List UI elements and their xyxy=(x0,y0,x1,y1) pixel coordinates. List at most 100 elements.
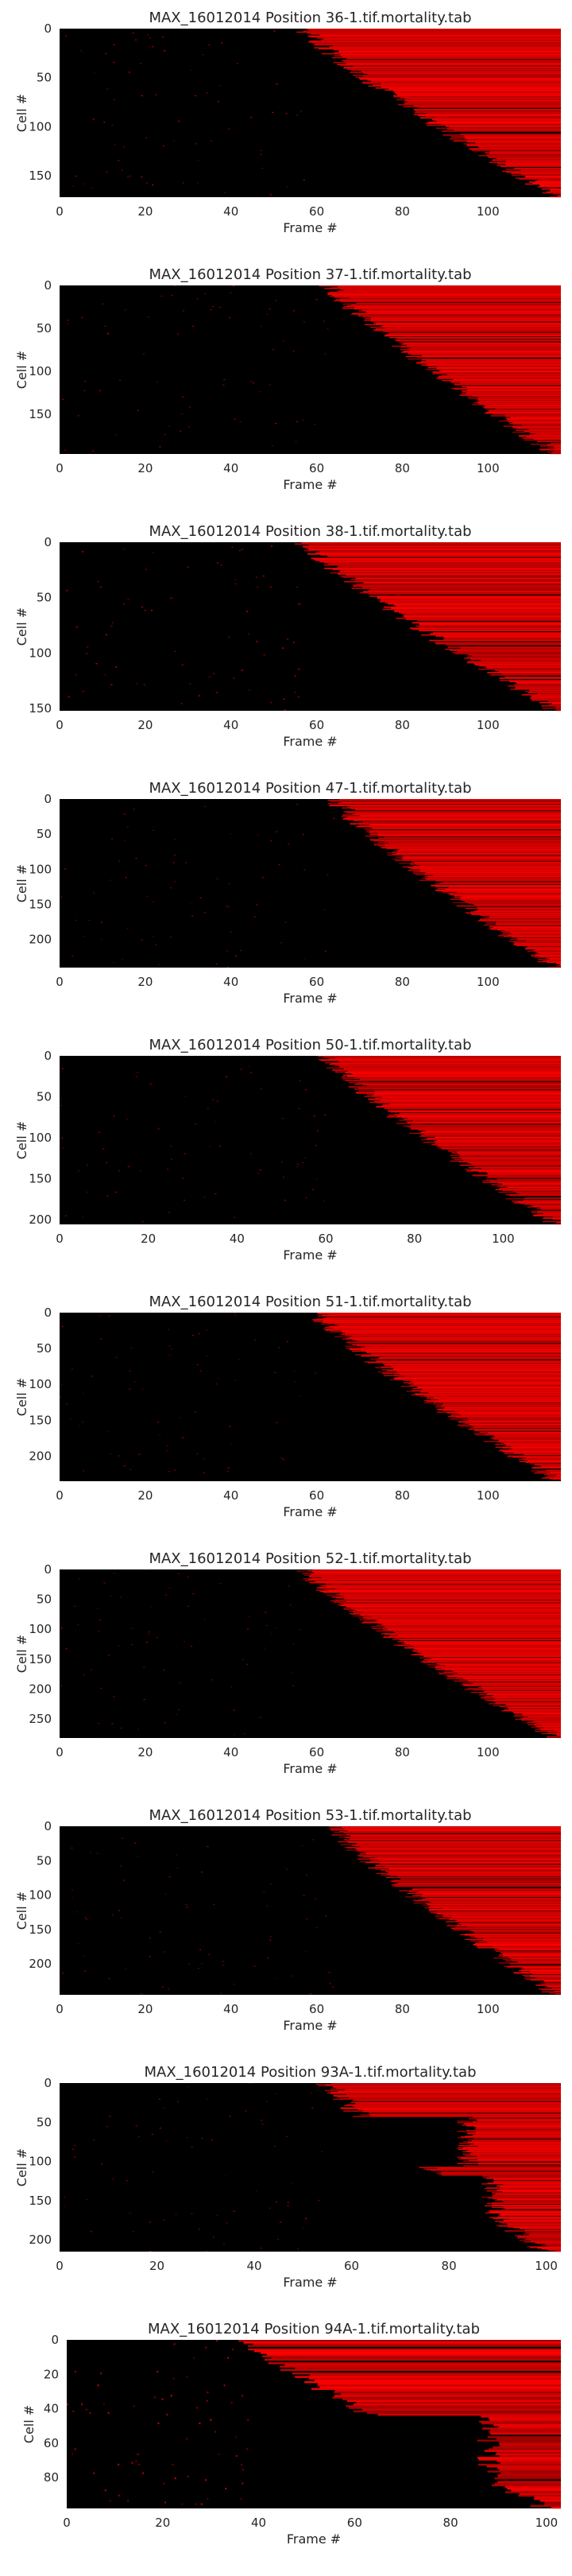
cell-death-row xyxy=(487,1176,561,1177)
cell-death-row xyxy=(421,1139,561,1141)
cell-death-row xyxy=(498,1955,561,1957)
cell-death-row xyxy=(457,1919,561,1921)
noise-pixel xyxy=(205,2479,207,2481)
cell-death-row xyxy=(418,107,561,109)
cell-death-row xyxy=(413,865,561,867)
x-tick-label: 100 xyxy=(477,1745,500,1759)
cell-death-row xyxy=(443,134,561,136)
noise-pixel xyxy=(228,128,230,130)
cell-death-row xyxy=(369,824,561,825)
cell-death-row xyxy=(342,1077,561,1080)
cell-death-row xyxy=(556,962,561,964)
x-tick-label: 80 xyxy=(407,1232,422,1246)
noise-pixel xyxy=(220,1992,222,1994)
noise-pixel xyxy=(64,35,67,37)
cell-death-row xyxy=(310,36,561,38)
cell-death-row xyxy=(419,630,561,631)
noise-pixel xyxy=(60,1098,62,1100)
noise-pixel xyxy=(282,1459,284,1461)
chart-title: MAX_16012014 Position 51-1.tif.mortality… xyxy=(149,1294,471,1310)
cell-death-row xyxy=(479,1431,561,1433)
cell-death-row xyxy=(411,1384,561,1386)
cell-death-row xyxy=(549,1992,561,1994)
cell-death-row xyxy=(386,848,561,850)
cell-death-row xyxy=(421,1135,561,1137)
noise-pixel xyxy=(111,1723,114,1724)
cell-death-row xyxy=(531,1470,561,1472)
cell-death-row xyxy=(500,931,561,933)
cell-death-row xyxy=(477,907,561,909)
cell-death-row xyxy=(493,1705,561,1706)
noise-pixel xyxy=(119,379,122,382)
noise-pixel xyxy=(64,449,67,451)
cell-death-row xyxy=(441,2171,561,2173)
cell-death-row xyxy=(511,1445,561,1447)
cell-death-row xyxy=(495,1189,561,1191)
cell-death-row xyxy=(525,690,561,692)
y-tick-label: 100 xyxy=(29,119,52,134)
cell-death-row xyxy=(439,1663,561,1665)
noise-pixel xyxy=(62,398,64,400)
cell-death-row xyxy=(324,288,561,289)
cell-death-row xyxy=(472,395,561,397)
cell-death-row xyxy=(490,2429,561,2431)
cell-death-row xyxy=(394,1114,561,1115)
noise-pixel xyxy=(87,646,89,648)
cell-death-row xyxy=(334,1324,561,1325)
x-axis-label: Frame # xyxy=(287,2531,341,2547)
cell-death-row xyxy=(435,1915,561,1917)
cell-death-row xyxy=(467,656,561,658)
cell-death-row xyxy=(397,1645,561,1647)
cell-death-row xyxy=(547,700,561,703)
cell-death-row xyxy=(361,81,561,83)
cell-death-row xyxy=(540,1208,561,1210)
cell-death-row xyxy=(243,2341,561,2344)
cell-death-row xyxy=(495,1444,561,1445)
cell-death-row xyxy=(413,109,561,111)
cell-death-row xyxy=(524,1978,561,1980)
cell-death-row xyxy=(531,1721,561,1722)
cell-death-row xyxy=(302,1573,561,1574)
noise-pixel xyxy=(111,124,114,126)
cell-death-row xyxy=(504,1452,561,1453)
noise-pixel xyxy=(80,50,83,52)
noise-pixel xyxy=(107,332,110,334)
cell-death-row xyxy=(477,2439,561,2442)
cell-death-row xyxy=(453,140,561,142)
noise-pixel xyxy=(81,2403,83,2406)
noise-pixel xyxy=(168,425,170,427)
cell-death-row xyxy=(338,1065,561,1067)
cell-death-row xyxy=(392,1886,561,1887)
noise-pixel xyxy=(60,1627,63,1628)
cell-death-row xyxy=(377,1371,561,1373)
cell-death-row xyxy=(318,1056,561,1057)
cell-death-row xyxy=(450,894,561,896)
cell-death-row xyxy=(512,431,561,433)
cell-death-row xyxy=(422,359,561,361)
cell-death-row xyxy=(366,1852,561,1854)
cell-death-row xyxy=(377,835,561,836)
noise-pixel xyxy=(192,1334,194,1336)
cell-death-row xyxy=(343,2110,561,2112)
cell-death-row xyxy=(535,2242,561,2244)
cell-death-row xyxy=(391,1884,561,1885)
cell-death-row xyxy=(294,543,561,545)
cell-death-row xyxy=(353,65,561,68)
cell-death-row xyxy=(419,1653,561,1655)
noise-pixel xyxy=(207,2391,209,2394)
cell-death-row xyxy=(308,29,561,31)
cell-death-row xyxy=(334,1336,561,1337)
cell-death-row xyxy=(485,1433,561,1435)
cell-death-row xyxy=(535,1464,561,1465)
cell-death-row xyxy=(374,330,561,332)
cell-death-row xyxy=(363,1617,561,1619)
cell-death-row xyxy=(489,917,561,918)
cell-death-row xyxy=(503,2206,561,2208)
noise-pixel xyxy=(226,950,229,952)
cell-death-row xyxy=(391,1881,561,1883)
x-tick-label: 80 xyxy=(395,204,410,219)
cell-death-row xyxy=(471,149,561,151)
cell-death-row xyxy=(496,921,561,922)
cell-death-row xyxy=(337,1604,561,1605)
cell-death-row xyxy=(376,328,561,330)
